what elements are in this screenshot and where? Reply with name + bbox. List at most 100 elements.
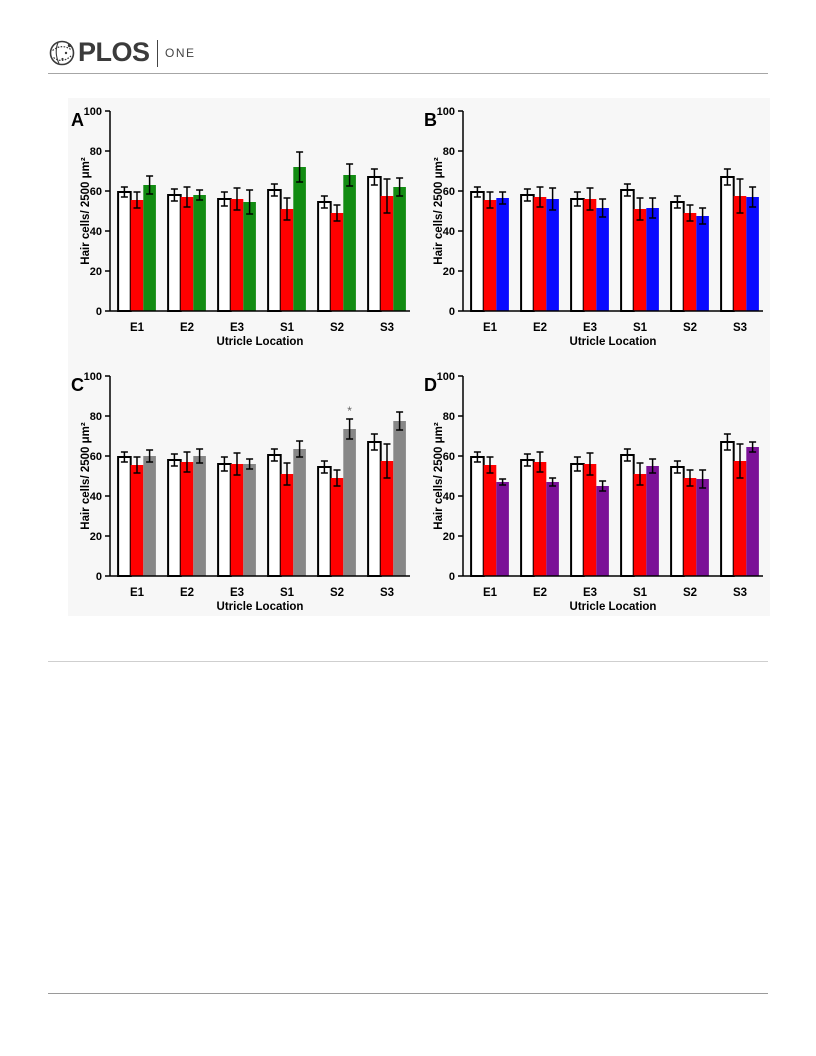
x-axis-title: Utricle Location: [570, 336, 657, 348]
x-category-label: E3: [583, 587, 597, 599]
y-tick-label: 20: [90, 266, 102, 278]
x-category-label: S3: [380, 322, 394, 334]
bar-series-1: [367, 441, 382, 577]
bar-series-1: [570, 463, 585, 577]
y-tick-label: 0: [96, 571, 102, 583]
bar-series-3: [596, 208, 609, 311]
bar-series-1: [217, 463, 232, 577]
bar-series-1: [720, 176, 735, 312]
bar-series-3: [496, 198, 509, 311]
bar-series-3: [646, 466, 659, 576]
y-axis-title: Hair cells/ 2500 μm²: [80, 422, 92, 530]
x-category-label: S1: [280, 322, 295, 334]
x-category-label: S2: [330, 322, 344, 334]
bar-series-2: [180, 462, 194, 576]
y-tick-label: 100: [437, 106, 455, 118]
bar-series-1: [367, 176, 382, 312]
bar-series-1: [520, 194, 535, 312]
x-category-label: S2: [683, 322, 697, 334]
bar-series-1: [570, 198, 585, 312]
y-tick-label: 80: [90, 146, 102, 158]
bar-series-3: [193, 456, 206, 576]
bar-series-1: [317, 201, 332, 312]
bar-series-1: [267, 189, 282, 312]
y-tick-label: 20: [443, 531, 455, 543]
bar-series-2: [533, 462, 547, 576]
y-tick-label: 100: [84, 106, 102, 118]
bar-series-1: [267, 454, 282, 577]
y-tick-label: 20: [443, 266, 455, 278]
logo-journal-name: ONE: [165, 46, 196, 60]
bar-series-3: [393, 187, 406, 311]
panel-letter: B: [424, 110, 437, 130]
bar-series-1: [317, 466, 332, 577]
bar-series-2: [230, 464, 244, 576]
logo-wordmark: PLOS: [78, 37, 150, 67]
y-tick-label: 0: [96, 306, 102, 318]
bar-series-1: [217, 198, 232, 312]
x-category-label: E1: [130, 322, 145, 334]
y-tick-label: 100: [437, 371, 455, 383]
bar-series-3: [143, 185, 156, 311]
bar-series-2: [583, 199, 597, 311]
y-tick-label: 0: [449, 571, 455, 583]
bar-series-2: [330, 478, 344, 576]
bar-series-3: [143, 456, 156, 576]
footer-rule: [48, 993, 768, 994]
bar-series-3: [193, 195, 206, 311]
y-axis-title: Hair cells/ 2500 μm²: [433, 422, 445, 530]
x-category-label: S1: [633, 322, 648, 334]
bar-series-1: [720, 441, 735, 577]
bar-series-3: [343, 175, 356, 311]
bar-series-3: [293, 167, 306, 311]
y-tick-label: 40: [90, 491, 102, 503]
x-category-label: S3: [733, 322, 747, 334]
significance-marker: *: [347, 404, 352, 418]
x-axis-title: Utricle Location: [570, 601, 657, 613]
x-axis-title: Utricle Location: [217, 601, 304, 613]
plos-logo-icon: [49, 40, 75, 66]
x-category-label: E2: [180, 587, 194, 599]
bar-series-1: [117, 456, 132, 577]
x-category-label: E3: [230, 587, 244, 599]
panel-letter: C: [71, 375, 84, 395]
x-category-label: E3: [230, 322, 244, 334]
bar-series-3: [243, 464, 256, 576]
x-category-label: E2: [533, 322, 547, 334]
bar-series-2: [533, 197, 547, 311]
logo-divider: [157, 40, 158, 67]
x-category-label: S3: [380, 587, 394, 599]
bar-series-3: [596, 486, 609, 576]
bar-series-1: [670, 201, 685, 312]
bar-series-2: [683, 213, 697, 311]
panel-letter: D: [424, 375, 437, 395]
bar-series-1: [620, 189, 635, 312]
bar-series-2: [180, 197, 194, 311]
x-category-label: E2: [180, 322, 194, 334]
bar-series-2: [483, 200, 497, 311]
bar-series-1: [470, 456, 485, 577]
bar-series-1: [117, 191, 132, 312]
y-axis-title: Hair cells/ 2500 μm²: [433, 157, 445, 265]
bar-series-3: [546, 199, 559, 311]
y-tick-label: 60: [90, 451, 102, 463]
panel-letter: A: [71, 110, 84, 130]
chart-panel-a: A Hair cells/ 2500 μm² 0 20 40 60 80 100 E1 E2 E3 S…: [71, 106, 410, 348]
bar-series-2: [280, 474, 294, 576]
bar-series-2: [633, 209, 647, 311]
y-tick-label: 20: [90, 531, 102, 543]
y-tick-label: 80: [443, 146, 455, 158]
bar-series-2: [380, 461, 394, 576]
bar-series-2: [733, 196, 747, 311]
x-category-label: E2: [533, 587, 547, 599]
bar-series-1: [520, 459, 535, 577]
bar-series-3: [243, 202, 256, 311]
bar-series-1: [167, 194, 182, 312]
x-category-label: S3: [733, 587, 747, 599]
x-category-label: E1: [130, 587, 145, 599]
y-tick-label: 80: [90, 411, 102, 423]
bar-series-3: [646, 208, 659, 311]
bar-series-3: [393, 421, 406, 576]
bar-series-2: [230, 199, 244, 311]
x-category-label: E1: [483, 322, 498, 334]
